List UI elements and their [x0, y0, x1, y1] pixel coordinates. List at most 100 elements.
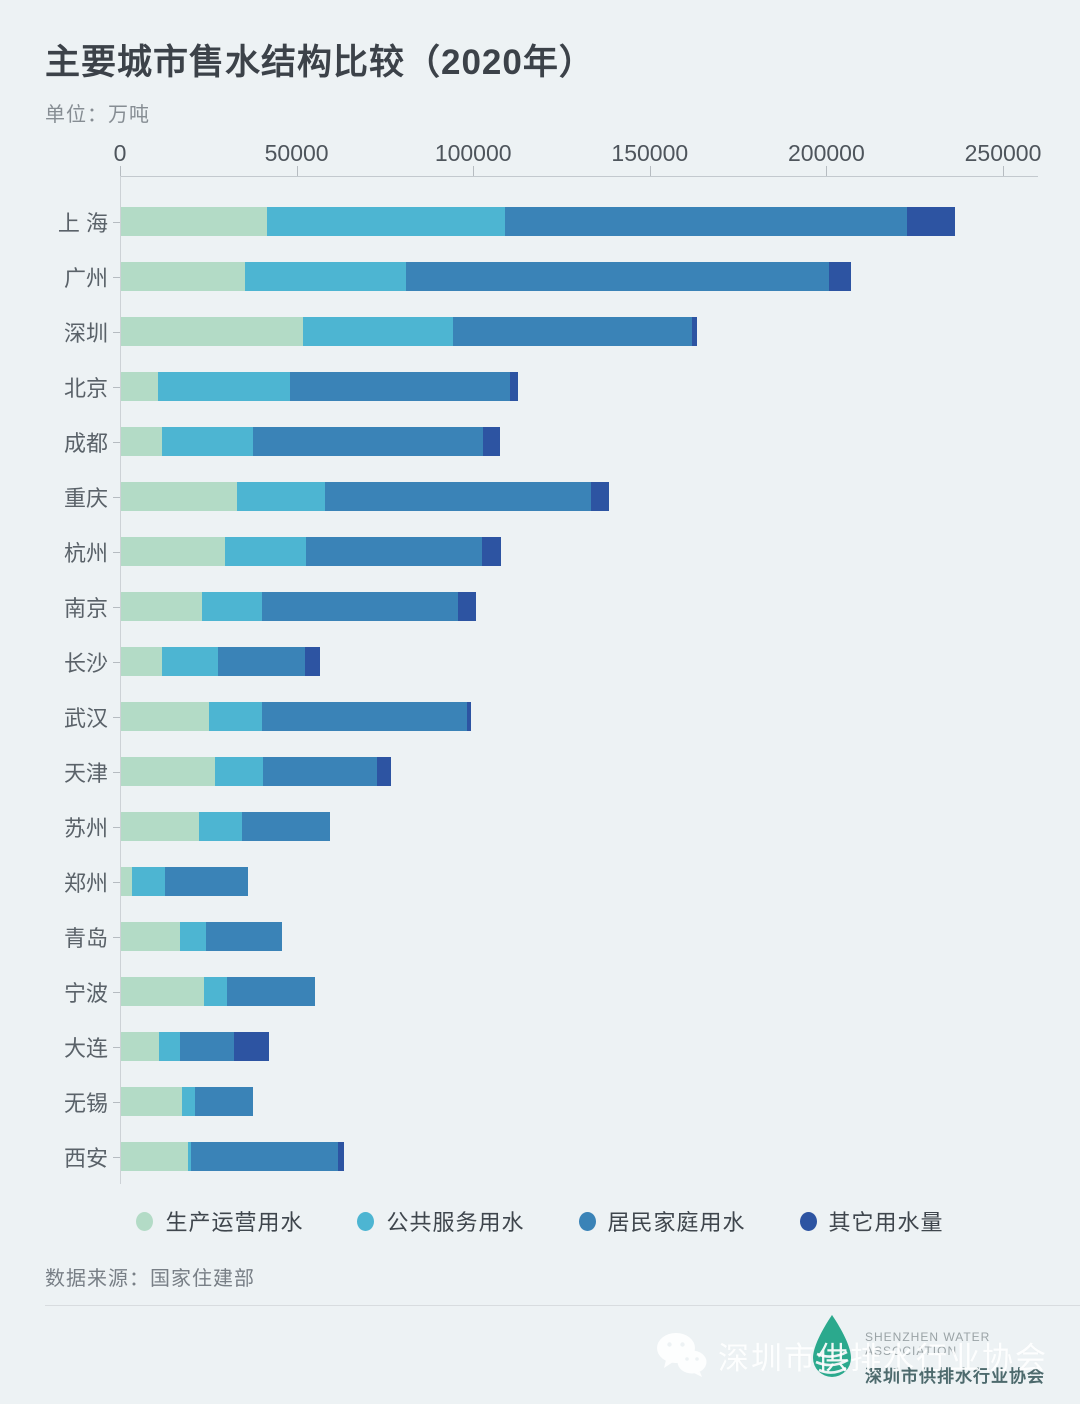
bar-segment [481, 537, 501, 566]
stacked-bar [121, 1142, 344, 1171]
x-tick-mark [649, 166, 651, 176]
bar-segment [121, 262, 245, 291]
chart-row-11: 天津 [64, 744, 1038, 799]
bar-segment [261, 702, 468, 731]
bar-segment [121, 812, 199, 841]
y-tick-mark [113, 826, 120, 828]
bar-segment [337, 1142, 344, 1171]
bar-segment [467, 702, 471, 731]
bar-segment [158, 1032, 181, 1061]
category-label: 杭州 [63, 540, 108, 566]
bar-segment [591, 482, 610, 511]
bar-segment [504, 207, 907, 236]
x-axis-line [120, 176, 1038, 177]
chart-row-1: 上 海 [58, 194, 1038, 249]
stacked-bar [121, 812, 331, 841]
bar-segment [121, 592, 202, 621]
y-tick-mark [113, 551, 120, 553]
bar-segment [181, 1087, 196, 1116]
legend-label: 公共服务用水 [386, 1210, 525, 1235]
bar-segment [261, 592, 459, 621]
chart-row-16: 大连 [64, 1019, 1038, 1074]
legend-label: 其它用水量 [828, 1210, 944, 1235]
legend-item: 生产运营用水 [136, 1205, 303, 1237]
bar-segment [188, 1142, 191, 1171]
stacked-bar [121, 427, 500, 456]
association-logo: SHENZHEN WATER ASSOCIATION 深圳市供排水行业协会 [813, 1314, 1044, 1392]
bar-segment [215, 757, 263, 786]
legend-label: 生产运营用水 [165, 1210, 304, 1235]
bar-segment [325, 482, 592, 511]
bar-segment [452, 317, 693, 346]
bar-segment [158, 372, 290, 401]
y-tick-mark [113, 1101, 120, 1103]
legend-label: 居民家庭用水 [607, 1210, 746, 1235]
bar-segment [224, 537, 307, 566]
bar-segment [161, 427, 253, 456]
bar-segment [121, 922, 180, 951]
legend-swatch-icon [357, 1211, 375, 1231]
category-label: 大连 [63, 1035, 108, 1061]
bar-segment [209, 702, 262, 731]
bar-segment [121, 867, 132, 896]
bar-segment [121, 702, 210, 731]
bar-segment [121, 757, 216, 786]
y-tick-mark [113, 221, 120, 223]
category-label: 西安 [63, 1145, 108, 1171]
y-tick-mark [113, 606, 120, 608]
chart-row-2: 广州 [64, 249, 1038, 304]
bar-segment [509, 372, 518, 401]
category-label: 郑州 [63, 870, 108, 896]
bar-segment [161, 647, 219, 676]
y-tick-mark [113, 881, 120, 883]
category-label: 青岛 [63, 925, 108, 951]
stacked-bar [121, 317, 698, 346]
bar-segment [131, 867, 165, 896]
stacked-bar [121, 702, 471, 731]
bar-segment [483, 427, 500, 456]
x-tick-mark [1003, 166, 1004, 176]
legend-swatch-icon [578, 1211, 596, 1231]
y-tick-mark [113, 991, 120, 993]
bar-segment [828, 262, 851, 291]
y-tick-mark [113, 661, 120, 663]
y-tick-mark [113, 1156, 120, 1158]
x-tick-label: 50000 [264, 140, 329, 166]
x-tick-mark [473, 166, 475, 176]
bar-segment [218, 647, 306, 676]
bar-segment [302, 317, 453, 346]
category-label: 深圳 [63, 320, 108, 346]
stacked-bar [121, 1087, 253, 1116]
stacked-bar [121, 482, 610, 511]
x-tick-mark [120, 166, 121, 176]
bar-segment [121, 372, 159, 401]
chart-row-4: 北京 [64, 359, 1038, 414]
x-tick-mark [826, 166, 828, 176]
chart-row-6: 重庆 [64, 469, 1038, 524]
bar-segment [234, 1032, 270, 1061]
stacked-bar [121, 867, 249, 896]
category-label: 苏州 [63, 815, 108, 841]
bar-segment [266, 207, 505, 236]
legend-item: 其它用水量 [799, 1205, 944, 1237]
bar-segment [306, 537, 482, 566]
logo-cn: 深圳市供排水行业协会 [865, 1367, 1045, 1386]
y-tick-mark [113, 386, 120, 388]
bar-segment [121, 537, 225, 566]
chart-row-17: 无锡 [64, 1074, 1038, 1129]
bar-segment [195, 1087, 253, 1116]
bar-segment [121, 207, 267, 236]
data-source: 数据来源：国家住建部 [45, 1268, 255, 1290]
chart-row-15: 宁波 [64, 964, 1038, 1019]
bar-rows: 上 海广州 深圳 北京 成都 重庆 杭州 南京 长沙 武汉 天津 苏州 郑州 青岛 宁波 大连 无锡 西安 [58, 194, 1038, 1184]
bar-segment [206, 922, 283, 951]
bar-segment [201, 592, 262, 621]
bar-segment [406, 262, 829, 291]
chart-plot-area: 0 50000 100000 150000 200000 250000 上 海广州 深圳 北京… [58, 140, 1041, 1184]
x-tick-label: 0 [113, 140, 127, 166]
logo-en-line2: ASSOCIATION [865, 1344, 958, 1358]
chart-row-18: 西安 [64, 1129, 1038, 1184]
chart-row-8: 南京 [64, 579, 1038, 634]
legend-item: 公共服务用水 [357, 1205, 524, 1237]
